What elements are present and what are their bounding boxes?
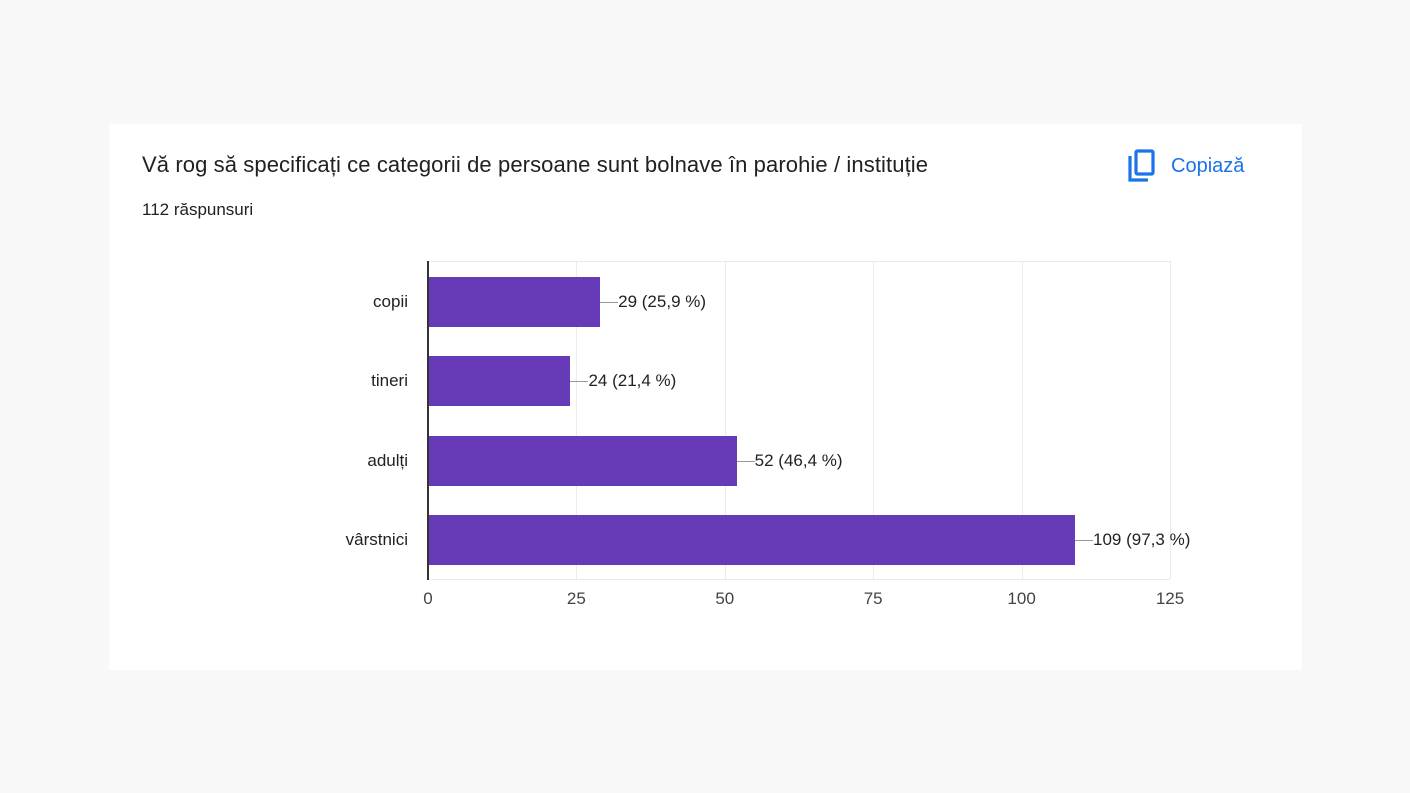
value-label: 109 (97,3 %): [1093, 530, 1191, 550]
value-label: 29 (25,9 %): [618, 291, 707, 311]
bar-vârstnici: [428, 515, 1076, 566]
response-count: 112 răspunsuri: [142, 200, 254, 219]
gridline: [1170, 261, 1171, 579]
x-tick-label: 125: [1155, 589, 1185, 608]
value-label: 24 (21,4 %): [588, 371, 677, 391]
y-axis-line: [427, 261, 429, 580]
copy-button-label: Copiază: [1171, 154, 1245, 177]
bar-copii: [428, 276, 601, 327]
gridline: [576, 261, 578, 579]
category-label: copii: [373, 291, 408, 311]
bar-chart: 0 25 50 75 100 125 copii 29 (25,9 %) tineri 24 (2…: [109, 124, 1302, 670]
x-tick-label: 50: [715, 589, 735, 608]
category-label: vârstnici: [345, 530, 408, 550]
category-label: tineri: [371, 371, 408, 391]
value-leader-line: [1075, 540, 1094, 542]
question-title: Vă rog să specificați ce categorii de pe…: [142, 152, 929, 177]
x-tick-label: 75: [863, 589, 883, 608]
value-label: 52 (46,4 %): [754, 450, 843, 470]
x-tick-label: 25: [566, 589, 586, 608]
value-leader-line: [600, 301, 619, 303]
value-leader-line: [736, 460, 755, 462]
gridline: [1021, 261, 1023, 579]
copy-icon: [1127, 149, 1157, 183]
category-label: adulți: [367, 450, 408, 470]
bar-tineri: [428, 356, 571, 407]
question-card: Vă rog să specificați ce categorii de pe…: [109, 124, 1302, 670]
x-tick-label: 0: [423, 589, 433, 608]
plot-top-border: [428, 261, 1170, 262]
gridline: [724, 261, 726, 579]
value-leader-line: [570, 381, 589, 383]
copy-button[interactable]: Copiază: [1127, 146, 1244, 186]
gridline: [873, 261, 875, 579]
x-tick-label: 100: [1007, 589, 1036, 608]
plot-bottom-border: [428, 579, 1170, 580]
bar-adulți: [428, 435, 737, 486]
